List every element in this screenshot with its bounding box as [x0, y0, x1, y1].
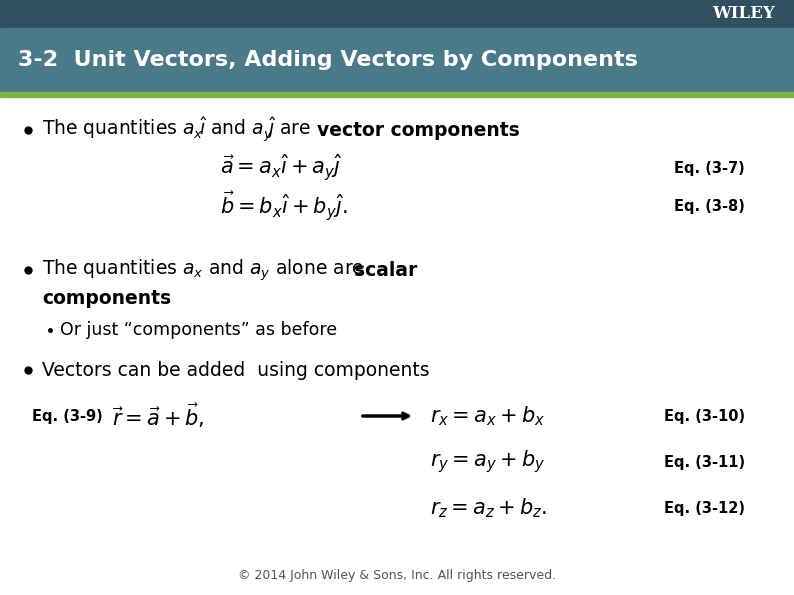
- Text: $r_x = a_x + b_x$: $r_x = a_x + b_x$: [430, 404, 545, 428]
- Text: scalar: scalar: [354, 261, 418, 280]
- Bar: [0, 92, 794, 97]
- Text: Eq. (3-8): Eq. (3-8): [674, 199, 745, 214]
- Text: WILEY: WILEY: [712, 5, 775, 23]
- Bar: [0, 28, 794, 92]
- Text: $r_z = a_z + b_z.$: $r_z = a_z + b_z.$: [430, 496, 547, 520]
- Text: Eq. (3-10): Eq. (3-10): [664, 409, 745, 424]
- Text: Vectors can be added  using components: Vectors can be added using components: [42, 361, 430, 380]
- Text: Eq. (3-11): Eq. (3-11): [664, 455, 745, 469]
- Text: Eq. (3-9): Eq. (3-9): [32, 409, 102, 424]
- Text: $\vec{r} = \vec{a} + \vec{b},$: $\vec{r} = \vec{a} + \vec{b},$: [112, 402, 205, 430]
- Text: components: components: [42, 289, 172, 308]
- Text: vector components: vector components: [317, 121, 520, 139]
- Text: © 2014 John Wiley & Sons, Inc. All rights reserved.: © 2014 John Wiley & Sons, Inc. All right…: [238, 569, 556, 582]
- Text: The quantities $a_x\!\hat{\imath}$ and $a_y\!\hat{\jmath}$ are: The quantities $a_x\!\hat{\imath}$ and $…: [42, 116, 312, 144]
- Bar: [0, 0, 794, 28]
- Text: $r_y = a_y + b_y$: $r_y = a_y + b_y$: [430, 449, 545, 475]
- Text: $\vec{a} = a_x\hat{\imath} + a_y\hat{\jmath}$: $\vec{a} = a_x\hat{\imath} + a_y\hat{\jm…: [220, 153, 343, 183]
- Text: 3-2  Unit Vectors, Adding Vectors by Components: 3-2 Unit Vectors, Adding Vectors by Comp…: [18, 50, 638, 70]
- Text: Eq. (3-7): Eq. (3-7): [674, 161, 745, 176]
- Text: Eq. (3-12): Eq. (3-12): [664, 500, 745, 515]
- Text: Or just “components” as before: Or just “components” as before: [60, 321, 337, 339]
- Text: The quantities $a_x$ and $a_y$ alone are: The quantities $a_x$ and $a_y$ alone are: [42, 257, 365, 283]
- Text: $\vec{b} = b_x\hat{\imath} + b_y\hat{\jmath}.$: $\vec{b} = b_x\hat{\imath} + b_y\hat{\jm…: [220, 189, 348, 223]
